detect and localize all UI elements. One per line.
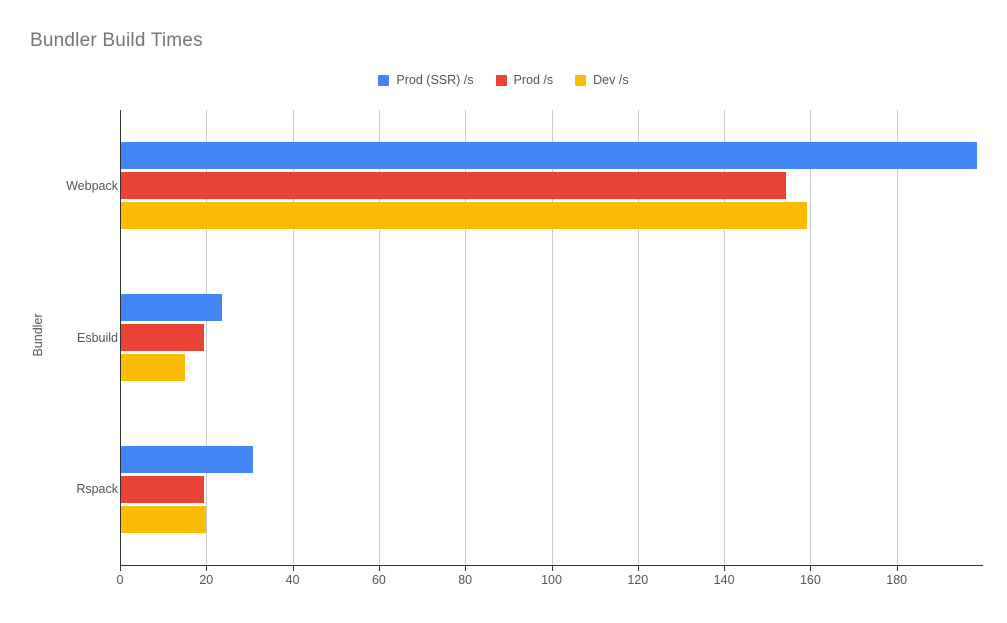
x-tick-label: 60	[371, 573, 386, 587]
y-axis-title: Bundler	[31, 313, 45, 357]
legend-swatch-dev	[575, 74, 587, 86]
x-tick-label: 80	[458, 573, 473, 587]
x-tick-mark	[378, 566, 380, 571]
bar-esbuild-series-2[interactable]	[120, 324, 205, 351]
x-tick-mark	[896, 566, 898, 571]
x-axis-line	[120, 565, 983, 566]
x-tick-label: 160	[799, 573, 821, 587]
bar-rspack-series-2[interactable]	[120, 475, 205, 503]
gridline	[378, 110, 380, 565]
legend-label-dev: Dev /s	[593, 73, 629, 87]
bar-esbuild-series-3[interactable]	[120, 354, 186, 381]
x-tick-label: 120	[627, 573, 649, 587]
x-tick-mark	[810, 566, 812, 571]
gridline	[292, 110, 294, 565]
legend-label-prod-ssr: Prod (SSR) /s	[396, 73, 474, 87]
gridline	[465, 110, 467, 565]
legend-label-prod: Prod /s	[513, 73, 554, 87]
plot-area	[120, 110, 983, 565]
gridline	[810, 110, 812, 565]
category-label-webpack: Webpack	[66, 178, 118, 193]
chart-legend: Prod (SSR) /s Prod /s Dev /s	[0, 74, 1007, 86]
category-label-rspack: Rspack	[76, 482, 118, 497]
gridline	[551, 110, 553, 565]
x-tick-mark	[206, 566, 208, 571]
x-tick-label: 100	[541, 573, 562, 587]
bar-webpack-series-3[interactable]	[120, 202, 808, 230]
x-tick-label: 40	[285, 573, 300, 587]
legend-item-dev[interactable]: Dev /s	[575, 73, 629, 87]
x-tick-mark	[292, 566, 294, 571]
y-axis-line	[120, 110, 121, 565]
chart-title: Bundler Build Times	[30, 30, 203, 51]
bar-rspack-series-1[interactable]	[120, 445, 253, 473]
legend-item-prod[interactable]: Prod /s	[495, 73, 554, 87]
gridline	[896, 110, 898, 565]
x-tick-mark	[465, 566, 467, 571]
legend-item-prod-ssr[interactable]: Prod (SSR) /s	[378, 73, 474, 87]
x-tick-mark	[637, 566, 639, 571]
gridline	[206, 110, 208, 565]
x-tick-mark	[120, 566, 121, 571]
legend-swatch-prod	[495, 74, 507, 86]
category-label-esbuild: Esbuild	[77, 330, 118, 345]
x-tick-mark	[724, 566, 726, 571]
legend-swatch-prod-ssr	[378, 74, 390, 86]
x-tick-label: 20	[199, 573, 214, 587]
bar-webpack-series-1[interactable]	[120, 142, 977, 170]
gridline	[637, 110, 639, 565]
x-tick-label: 0	[116, 573, 124, 587]
gridline	[724, 110, 726, 565]
x-tick-label: 140	[713, 573, 735, 587]
bar-esbuild-series-1[interactable]	[120, 294, 223, 321]
bar-webpack-series-2[interactable]	[120, 172, 786, 200]
bar-rspack-series-3[interactable]	[120, 505, 207, 533]
x-tick-mark	[551, 566, 553, 571]
x-tick-label: 180	[886, 573, 908, 587]
